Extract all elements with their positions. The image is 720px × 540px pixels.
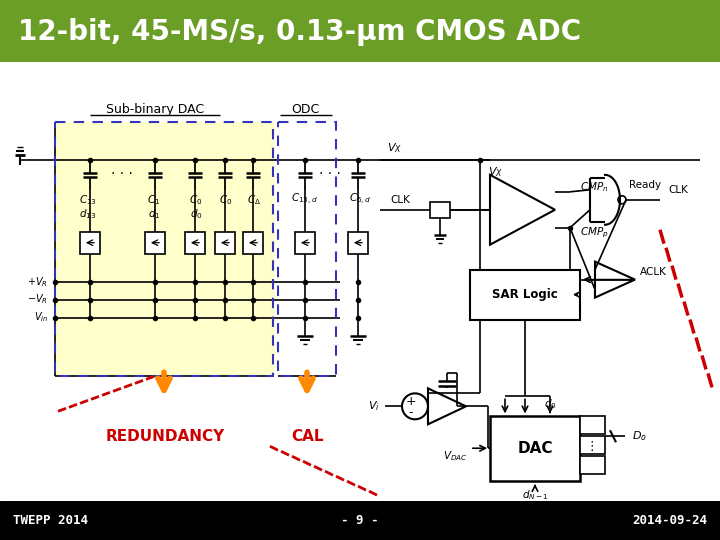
Text: SAR Logic: SAR Logic: [492, 288, 558, 301]
Text: $C_{13,d}$: $C_{13,d}$: [291, 192, 318, 207]
Bar: [243, 232, 263, 254]
Text: $CMP_n$: $CMP_n$: [580, 180, 608, 194]
Bar: [185, 232, 205, 254]
Text: CLK: CLK: [668, 185, 688, 195]
Text: 2014-09-24: 2014-09-24: [632, 514, 707, 527]
Text: -: -: [409, 406, 413, 419]
Text: TWEPP 2014: TWEPP 2014: [13, 514, 88, 527]
Text: $C_\Delta$: $C_\Delta$: [247, 193, 261, 207]
Text: $D_o$: $D_o$: [632, 429, 647, 443]
Text: REDUNDANCY: REDUNDANCY: [105, 429, 225, 444]
Text: $V_X$: $V_X$: [488, 165, 503, 179]
Text: $d_0$: $d_0$: [189, 207, 202, 221]
Text: $V_{DAC}$: $V_{DAC}$: [443, 449, 467, 463]
Text: $V_X$: $V_X$: [387, 141, 402, 155]
Text: CAL: CAL: [291, 429, 323, 444]
Text: $C_{6,d}$: $C_{6,d}$: [349, 192, 371, 207]
Text: Sub-binary DAC: Sub-binary DAC: [106, 104, 204, 117]
Text: ⋮: ⋮: [586, 440, 598, 453]
Text: Ready: Ready: [629, 180, 661, 190]
Text: +: +: [405, 395, 416, 408]
Text: $d_1$: $d_1$: [148, 207, 161, 221]
Bar: [470, 269, 580, 320]
Text: $CMP_p$: $CMP_p$: [580, 226, 608, 240]
Text: $-V_R$: $-V_R$: [27, 293, 48, 307]
Text: $d_0$: $d_0$: [544, 397, 557, 411]
Text: $C_0$: $C_0$: [220, 193, 233, 207]
Bar: [348, 232, 368, 254]
Bar: [295, 232, 315, 254]
Text: · · ·: · · ·: [319, 167, 341, 181]
Text: CLK: CLK: [390, 195, 410, 205]
Text: $C_{13}$: $C_{13}$: [79, 193, 97, 207]
Text: $d_{N-1}$: $d_{N-1}$: [521, 488, 549, 502]
Text: $C_1$: $C_1$: [148, 193, 161, 207]
Text: $V_i$: $V_i$: [369, 400, 380, 413]
Text: - 9 -: - 9 -: [341, 514, 379, 527]
Text: $d_{13}$: $d_{13}$: [79, 207, 96, 221]
Text: 12-bit, 45-MS/s, 0.13-μm CMOS ADC: 12-bit, 45-MS/s, 0.13-μm CMOS ADC: [18, 18, 581, 46]
Bar: [215, 232, 235, 254]
Bar: [145, 232, 165, 254]
Bar: [430, 202, 450, 218]
Text: ODC: ODC: [291, 104, 319, 117]
Bar: [580, 456, 605, 474]
Bar: [490, 416, 580, 481]
Bar: [580, 436, 605, 454]
Bar: [580, 416, 605, 434]
Text: $C_0$: $C_0$: [189, 193, 203, 207]
Bar: [80, 232, 100, 254]
Text: ACLK: ACLK: [640, 267, 667, 276]
Text: · · ·: · · ·: [111, 167, 133, 181]
Text: DAC: DAC: [517, 441, 553, 456]
Bar: [55, 122, 275, 376]
Bar: [278, 122, 336, 376]
Text: $+V_R$: $+V_R$: [27, 275, 48, 288]
Bar: [55, 122, 273, 376]
Text: $V_{in}$: $V_{in}$: [34, 310, 48, 325]
